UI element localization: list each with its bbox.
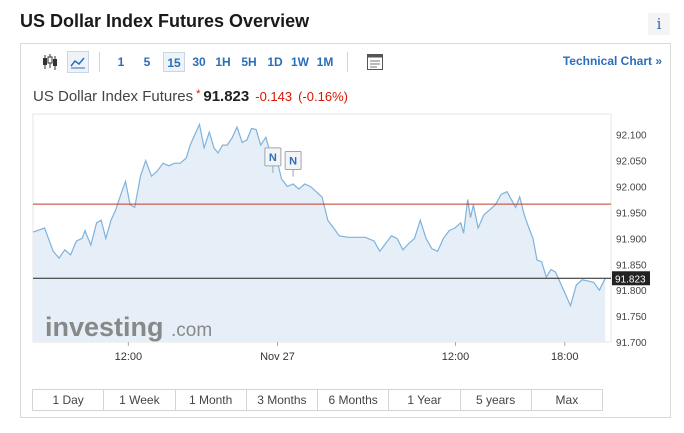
live-star-icon: * (196, 88, 201, 100)
candlestick-icon[interactable] (39, 51, 61, 73)
line-chart-icon[interactable] (67, 51, 89, 73)
x-tick-label: 18:00 (551, 351, 579, 363)
timeframe-1d[interactable]: 1D (267, 55, 283, 69)
x-tick-label: 12:00 (115, 351, 143, 363)
price-change-percent: (-0.16%) (298, 89, 348, 104)
instrument-name: US Dollar Index Futures (33, 88, 194, 105)
timeframe-1m[interactable]: 1M (316, 55, 334, 69)
range-max[interactable]: Max (555, 393, 579, 407)
timeframe-15[interactable]: 15 (163, 52, 185, 72)
range-1-month[interactable]: 1 Month (176, 390, 247, 410)
y-tick-label: 91.950 (616, 208, 647, 219)
price-chart[interactable]: 92.100 92.050 92.000 91.950 91.900 91.850 91.8… (21, 44, 670, 384)
y-tick-label: 91.750 (616, 312, 647, 323)
watermark-brand: investing (45, 312, 164, 342)
y-tick-label: 91.900 (616, 234, 647, 245)
x-tick-label: 12:00 (442, 351, 470, 363)
news-marker-label: N (289, 156, 297, 168)
price-area (33, 124, 606, 343)
current-price-label: 91.823 (615, 274, 646, 285)
timeframe-5h[interactable]: 5H (241, 55, 257, 69)
y-tick-label: 92.100 (616, 131, 647, 142)
news-marker-label: N (269, 152, 277, 164)
quote-header: US Dollar Index Futures * 91.823 -0.143 (-0.… (33, 88, 348, 105)
range-6-months[interactable]: 6 Months (318, 390, 390, 410)
timeframe-30[interactable]: 30 (192, 55, 206, 69)
y-tick-label: 91.700 (616, 338, 647, 349)
range-5-years[interactable]: 5 years (461, 390, 532, 410)
info-icon[interactable]: i (648, 13, 670, 35)
page-title: US Dollar Index Futures Overview (20, 11, 310, 31)
current-price-tag (612, 271, 650, 286)
y-tick-label: 92.050 (616, 157, 647, 168)
range-3-months[interactable]: 3 Months (247, 390, 318, 410)
x-tick-label: Nov 27 (260, 351, 295, 363)
toolbar-separator (99, 52, 100, 72)
toolbar-separator (347, 52, 348, 72)
y-tick-label: 92.000 (616, 183, 647, 194)
timeframe-1[interactable]: 1 (117, 55, 125, 69)
range-1-week[interactable]: 1 Week (104, 390, 176, 410)
timeframe-1w[interactable]: 1W (291, 55, 309, 69)
range-1-day[interactable]: 1 Day (33, 390, 105, 410)
price-change: -0.143 (255, 89, 293, 104)
calendar-icon[interactable] (364, 51, 386, 73)
range-selector: 1 Day 1 Week 1 Month 3 Months 6 Months 1 Year… (32, 389, 603, 411)
timeframe-5[interactable]: 5 (143, 55, 151, 69)
chart-widget: 1 5 15 30 1H 5H 1D 1W 1M Technical Chart… (20, 43, 671, 418)
range-1-year[interactable]: 1 Year (389, 390, 461, 410)
y-tick-label: 91.850 (616, 260, 647, 271)
last-price: 91.823 (203, 88, 250, 105)
chart-toolbar: 1 5 15 30 1H 5H 1D 1W 1M Technical Chart… (21, 44, 670, 80)
watermark-suffix: .com (171, 320, 212, 341)
technical-chart-link[interactable]: Technical Chart » (562, 54, 662, 68)
y-tick-label: 91.800 (616, 286, 647, 297)
timeframe-1h[interactable]: 1H (215, 55, 231, 69)
